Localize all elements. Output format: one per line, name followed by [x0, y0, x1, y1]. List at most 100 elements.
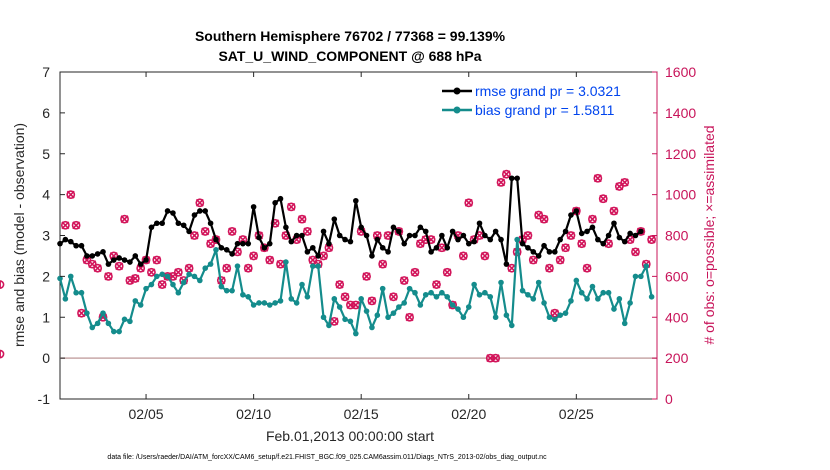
- bias-point: [369, 324, 375, 331]
- obs-possible-marker: [378, 259, 388, 269]
- rmse-point: [358, 224, 364, 231]
- obs-assimilated-marker: [324, 243, 333, 252]
- bias-point: [573, 277, 580, 284]
- obs-possible-marker: [93, 263, 103, 273]
- bias-point: [229, 287, 235, 294]
- rmse-point: [530, 249, 537, 255]
- obs-count-point: [588, 214, 597, 224]
- rmse-point: [326, 240, 332, 247]
- y-tick-label: 6: [42, 105, 50, 121]
- bias-point: [562, 310, 569, 316]
- obs-assimilated-marker: [561, 243, 570, 252]
- obs-count-point: [389, 292, 398, 302]
- obs-assimilated-marker: [201, 227, 210, 236]
- obs-count-point: [609, 206, 619, 216]
- obs-possible-marker: [0, 349, 5, 359]
- obs-possible-marker: [222, 263, 232, 273]
- obs-possible-marker: [335, 280, 345, 289]
- obs-assimilated-marker: [599, 194, 608, 203]
- bias-point: [482, 289, 488, 296]
- rmse-point: [471, 238, 477, 245]
- obs-assimilated-marker: [341, 292, 350, 301]
- obs-assimilated-marker: [550, 309, 559, 318]
- rmse-point: [159, 220, 165, 227]
- y2-tick-label: 1000: [665, 187, 696, 203]
- y-tick-label: 1: [42, 309, 50, 325]
- obs-count-point: [130, 274, 140, 283]
- rmse-point: [465, 240, 472, 247]
- obs-assimilated-marker: [411, 268, 419, 277]
- bias-point: [116, 328, 122, 335]
- obs-assimilated-marker: [330, 317, 339, 326]
- rmse-point: [573, 208, 580, 214]
- legend: rmse grand pr = 3.0321 bias grand pr = 1…: [435, 80, 653, 122]
- obs-count-point: [405, 312, 414, 322]
- rmse-point: [78, 242, 85, 249]
- obs-count-point: [152, 255, 162, 265]
- bias-point: [84, 310, 90, 316]
- obs-possible-marker: [362, 271, 371, 281]
- rmse-point: [304, 249, 311, 255]
- rmse-point: [320, 228, 327, 235]
- obs-count-point: [496, 177, 506, 187]
- y-tick-label: 7: [42, 64, 50, 80]
- bias-point: [218, 283, 225, 290]
- bias-point: [89, 324, 96, 331]
- x-tick-label: 02/20: [451, 406, 486, 422]
- bias-point: [449, 302, 456, 308]
- obs-assimilated-marker: [228, 227, 237, 236]
- obs-count-point: [539, 214, 549, 224]
- obs-possible-marker: [303, 227, 312, 236]
- bias-point: [223, 287, 230, 294]
- obs-count-point: [528, 255, 538, 265]
- obs-possible-marker: [421, 235, 431, 244]
- bias-point: [245, 294, 252, 300]
- rmse-point: [460, 232, 467, 239]
- obs-assimilated-marker: [152, 256, 161, 264]
- bias-point: [180, 279, 187, 286]
- obs-assimilated-marker: [593, 174, 602, 183]
- obs-assimilated-marker: [588, 215, 597, 224]
- bias-point: [503, 312, 510, 319]
- bias-point: [132, 298, 139, 304]
- obs-assimilated-marker: [443, 268, 452, 277]
- bias-point: [148, 281, 155, 288]
- obs-count-point: [399, 276, 409, 285]
- rmse-point: [272, 200, 278, 206]
- obs-assimilated-marker: [626, 235, 635, 244]
- obs-assimilated-marker: [308, 256, 317, 264]
- obs-possible-marker: [582, 263, 592, 273]
- obs-assimilated-marker: [93, 264, 102, 273]
- obs-possible-marker: [485, 353, 495, 363]
- obs-count-point: [60, 220, 70, 230]
- obs-possible-marker: [104, 271, 113, 281]
- obs-assimilated-marker: [158, 280, 167, 289]
- obs-assimilated-marker: [265, 256, 274, 264]
- bias-point: [272, 300, 278, 306]
- rmse-point: [84, 253, 90, 259]
- obs-possible-marker: [394, 227, 404, 236]
- obs-count-point: [303, 227, 312, 236]
- y-tick-label: 0: [42, 350, 50, 366]
- rmse-point: [369, 253, 375, 259]
- obs-count-point: [561, 243, 570, 253]
- rmse-point: [309, 244, 316, 251]
- obs-possible-marker: [442, 267, 452, 277]
- rmse-point: [154, 220, 160, 227]
- footer-data-file: data file: /Users/raeder/DAI/ATM_forcXX/…: [107, 454, 547, 461]
- obs-assimilated-marker: [475, 231, 484, 240]
- bias-point: [492, 314, 499, 321]
- rmse-point: [353, 197, 359, 204]
- bias-point: [632, 273, 639, 280]
- bias-point: [476, 291, 483, 298]
- obs-possible-marker: [620, 177, 630, 187]
- obs-count-point: [227, 227, 237, 236]
- bias-point: [471, 281, 477, 288]
- obs-assimilated-marker: [303, 227, 312, 236]
- bias-point: [336, 304, 343, 310]
- obs-possible-marker: [399, 276, 409, 285]
- obs-assimilated-marker: [136, 264, 145, 273]
- obs-possible-marker: [265, 255, 275, 265]
- obs-possible-marker: [523, 231, 533, 240]
- obs-count-point: [480, 251, 490, 261]
